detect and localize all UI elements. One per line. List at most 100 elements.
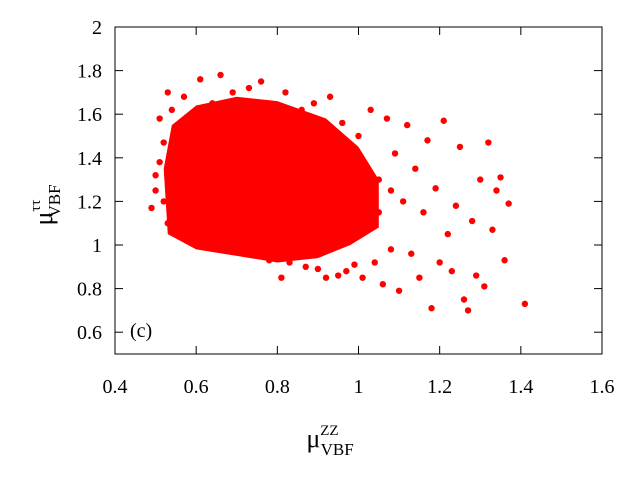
data-point — [225, 193, 232, 201]
data-point — [290, 150, 297, 157]
data-point — [395, 287, 403, 294]
data-point — [310, 100, 318, 107]
data-point — [241, 137, 249, 144]
data-point — [209, 100, 216, 107]
data-point — [367, 106, 374, 114]
y-tick-label: 2 — [92, 17, 102, 39]
data-point — [456, 143, 464, 151]
x-axis-label-sub: VBF — [321, 440, 354, 459]
data-point — [294, 252, 301, 260]
x-tick-label: 0.6 — [184, 376, 209, 398]
data-point — [428, 305, 435, 312]
x-axis-label-base: μ — [306, 424, 320, 453]
data-point — [233, 165, 240, 172]
data-point — [249, 119, 257, 127]
data-point — [148, 204, 155, 212]
data-point — [339, 154, 346, 161]
y-tick-label: 1.8 — [77, 61, 102, 83]
data-point — [335, 198, 342, 205]
data-point — [201, 215, 208, 223]
data-point — [387, 187, 395, 194]
data-point — [335, 272, 342, 279]
data-point — [464, 307, 472, 314]
data-point — [160, 198, 167, 205]
data-point — [253, 250, 261, 257]
data-point — [318, 158, 326, 166]
data-point — [339, 119, 346, 127]
y-axis-label-base: μ — [29, 212, 58, 226]
data-point — [355, 132, 362, 140]
data-point — [343, 267, 350, 275]
data-point — [404, 121, 411, 129]
data-point — [322, 209, 330, 216]
y-tick-label: 1 — [92, 235, 102, 257]
data-point — [249, 169, 257, 177]
data-point — [302, 263, 309, 270]
data-point — [363, 165, 370, 172]
y-tick-label: 1.2 — [77, 191, 102, 213]
data-point — [314, 180, 322, 188]
data-point — [286, 259, 293, 266]
data-point — [399, 198, 407, 205]
y-tick-label: 1.6 — [77, 104, 102, 126]
data-point — [477, 176, 484, 183]
data-point — [489, 226, 496, 233]
data-point — [209, 193, 216, 201]
data-point — [521, 300, 529, 308]
y-tick-label: 1.4 — [77, 148, 102, 170]
data-point — [217, 128, 224, 135]
data-point — [505, 200, 512, 207]
y-axis-ticks: 0.6 0.8 1 1.2 1.4 1.6 1.8 2 — [77, 17, 602, 344]
x-tick-label: 0.4 — [103, 376, 128, 398]
data-point — [383, 115, 391, 122]
data-point — [306, 165, 313, 172]
data-point — [359, 274, 366, 281]
y-axis-label-sup: ττ — [28, 200, 44, 212]
data-point — [152, 187, 159, 194]
data-point — [298, 106, 305, 114]
data-point — [233, 241, 240, 249]
data-point — [355, 187, 362, 194]
data-point — [192, 176, 200, 183]
data-point — [452, 202, 460, 209]
x-tick-label: 0.8 — [265, 376, 290, 398]
x-axis-label-sup: ZZ — [320, 423, 338, 439]
data-point — [172, 154, 180, 161]
data-point — [497, 174, 504, 181]
data-point — [416, 274, 423, 281]
data-points — [148, 71, 529, 314]
panel-label: (c) — [130, 320, 152, 342]
data-point — [180, 224, 188, 231]
data-point — [501, 257, 508, 264]
x-tick-label: 1.2 — [427, 376, 452, 398]
data-point — [363, 224, 370, 231]
data-point — [160, 139, 167, 146]
data-point — [408, 250, 415, 257]
data-point — [164, 220, 171, 227]
data-point — [420, 209, 427, 216]
y-axis-label: μττVBF — [28, 184, 64, 225]
data-point — [184, 176, 192, 183]
data-point — [444, 230, 451, 238]
data-point — [391, 150, 399, 157]
y-tick-label: 0.8 — [77, 279, 102, 301]
data-point — [225, 209, 232, 216]
data-point — [192, 119, 200, 127]
data-point — [245, 84, 253, 92]
y-tick-label: 0.6 — [77, 322, 102, 344]
x-tick-label: 1.4 — [508, 376, 533, 398]
data-point — [270, 106, 277, 114]
data-point — [156, 158, 163, 166]
data-point — [460, 296, 468, 303]
data-point — [217, 71, 224, 79]
data-point — [241, 243, 249, 251]
data-point — [347, 191, 354, 199]
data-point — [176, 128, 184, 135]
data-point — [156, 115, 163, 122]
data-point — [440, 117, 447, 124]
y-axis-label-sub: VBF — [45, 184, 64, 217]
data-point — [379, 281, 387, 288]
data-point — [266, 150, 273, 157]
data-point — [205, 237, 212, 244]
data-point — [424, 137, 431, 144]
